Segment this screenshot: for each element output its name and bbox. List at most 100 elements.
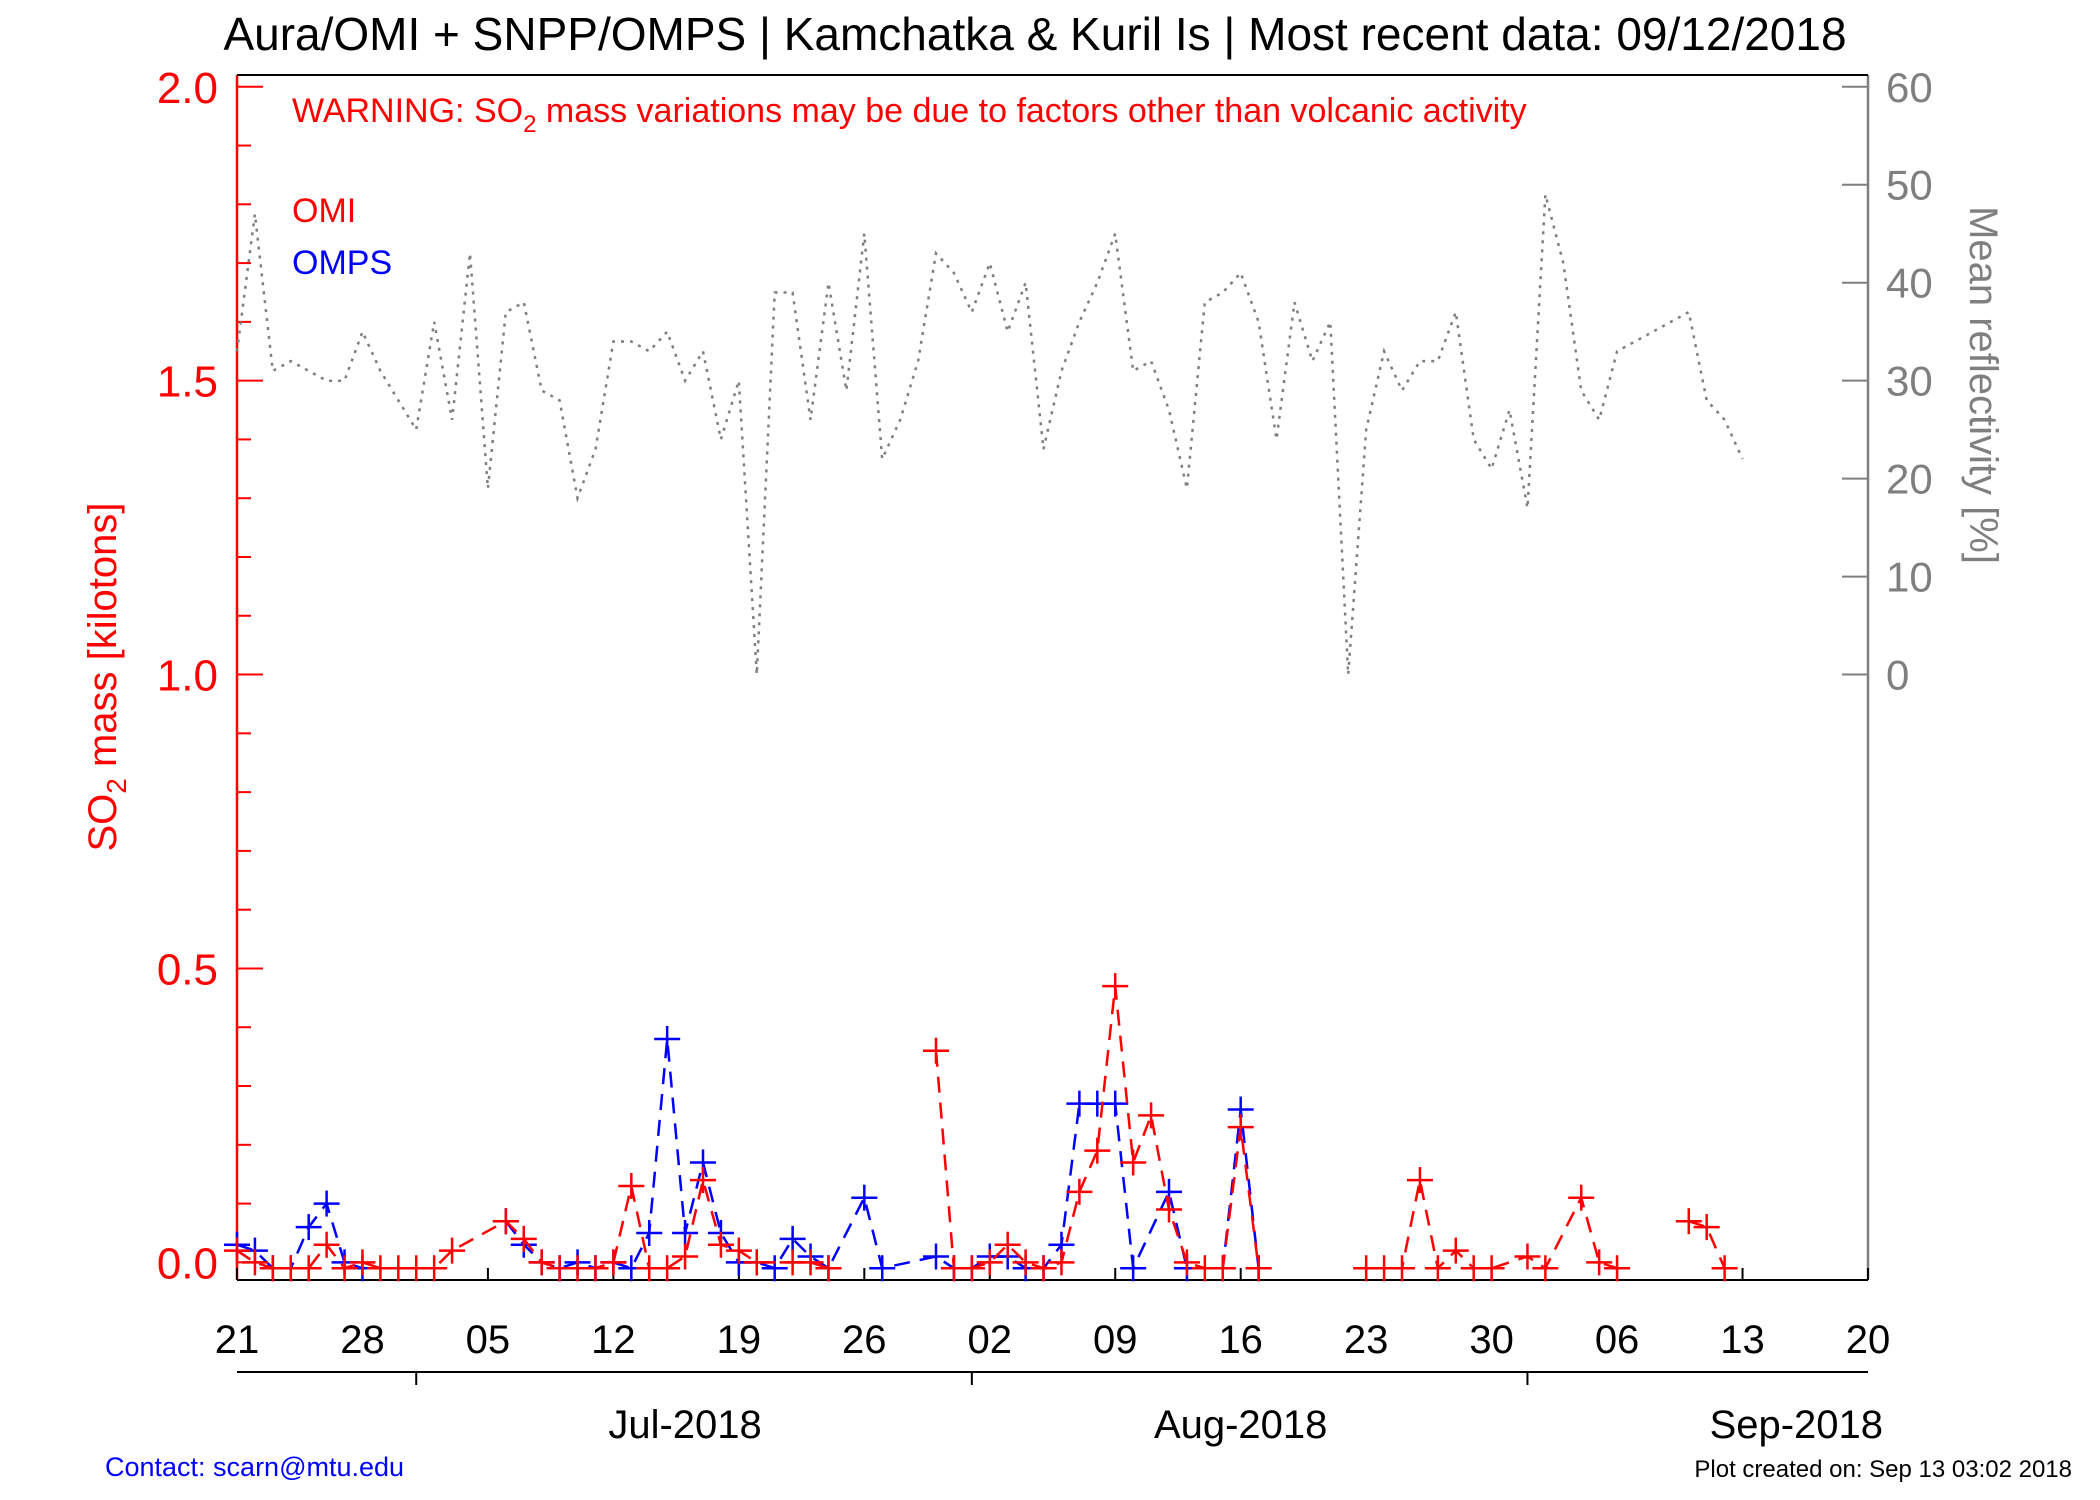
omi-point — [492, 1208, 519, 1235]
omi-point — [1604, 1255, 1631, 1282]
omps-point — [869, 1255, 896, 1282]
omi-point — [600, 1249, 627, 1276]
omps-point — [313, 1190, 340, 1217]
omi-point — [295, 1255, 322, 1282]
x-tick-label: 26 — [842, 1318, 887, 1362]
x-tick-label: 06 — [1595, 1318, 1640, 1362]
omi-point — [743, 1249, 770, 1276]
omi-point — [976, 1249, 1003, 1276]
omi-line — [1688, 1220, 1726, 1269]
omi-point — [654, 1255, 681, 1282]
y-tick-label: 2.0 — [157, 64, 218, 113]
omps-line — [504, 1038, 1260, 1273]
omi-point — [1675, 1208, 1702, 1235]
y2-tick-label: 30 — [1886, 358, 1933, 405]
omi-point — [1120, 1149, 1147, 1176]
omi-point — [1389, 1255, 1415, 1282]
omi-point — [1711, 1255, 1738, 1282]
left-axis-ticks: 0.0 0.5 1.0 1.5 2.0 — [157, 64, 263, 1288]
month-label: Jul-2018 — [608, 1403, 761, 1447]
omi-point — [1406, 1167, 1433, 1194]
omps-point — [672, 1219, 699, 1246]
reflectivity-line — [235, 194, 1744, 675]
contact-link[interactable]: Contact: scarn@mtu.edu — [105, 1452, 405, 1482]
x-tick-label: 19 — [717, 1318, 762, 1362]
omi-point — [1442, 1237, 1469, 1264]
omi-point — [1048, 1249, 1075, 1276]
series-layer — [224, 194, 1744, 1282]
omi-point — [1424, 1255, 1451, 1282]
x-tick-label: 16 — [1218, 1318, 1263, 1362]
legend-omps: OMPS — [292, 244, 392, 282]
omi-point — [1102, 973, 1129, 1000]
legend-omi: OMI — [292, 192, 356, 230]
omps-point — [295, 1214, 322, 1241]
omi-point — [241, 1249, 268, 1276]
omps-point — [761, 1255, 788, 1282]
omi-point — [725, 1237, 752, 1264]
omi-point — [1245, 1255, 1272, 1282]
omi-point — [1227, 1114, 1254, 1141]
month-label: Sep-2018 — [1710, 1403, 1883, 1447]
omi-point — [815, 1255, 842, 1282]
omi-point — [1586, 1249, 1613, 1276]
y2-tick-label: 60 — [1886, 64, 1933, 111]
omi-point — [421, 1255, 448, 1282]
x-tick-label: 09 — [1093, 1318, 1138, 1362]
omi-point — [923, 1037, 949, 1064]
omi-point — [618, 1172, 645, 1199]
omi-point — [707, 1231, 734, 1258]
x-tick-label: 13 — [1720, 1318, 1765, 1362]
y-tick-label: 1.5 — [157, 358, 218, 407]
omi-point — [1012, 1249, 1039, 1276]
x-tick-label: 21 — [215, 1318, 260, 1362]
y-tick-label: 0.0 — [157, 1239, 218, 1288]
omps-point — [779, 1225, 806, 1252]
omi-point — [958, 1255, 985, 1282]
omi-point — [1066, 1178, 1093, 1205]
omps-point — [1120, 1255, 1147, 1282]
omi-point — [1138, 1102, 1165, 1129]
omps-point — [1102, 1090, 1129, 1117]
omps-point — [636, 1219, 663, 1246]
omi-point — [528, 1249, 555, 1276]
omi-point — [1514, 1243, 1541, 1270]
omi-point — [1173, 1249, 1200, 1276]
omi-point — [1478, 1255, 1505, 1282]
omi-point — [313, 1231, 340, 1258]
omi-point — [349, 1249, 376, 1276]
omps-line — [236, 1200, 363, 1270]
omi-point — [582, 1255, 609, 1282]
omi-point — [1209, 1255, 1236, 1282]
plot-frame — [235, 74, 1870, 1373]
omi-point — [439, 1237, 466, 1264]
y2-tick-label: 50 — [1886, 162, 1933, 209]
y2-tick-label: 40 — [1886, 260, 1933, 307]
left-axis-label: SO2 mass [kilotons] — [81, 502, 132, 851]
x-tick-label: 12 — [591, 1318, 636, 1362]
omi-point — [690, 1167, 716, 1194]
x-tick-label: 23 — [1344, 1318, 1389, 1362]
omi-point — [510, 1225, 537, 1252]
x-tick-label: 20 — [1846, 1318, 1891, 1362]
x-tick-label: 05 — [466, 1318, 511, 1362]
omi-point — [1084, 1137, 1111, 1164]
y-tick-label: 0.5 — [157, 945, 218, 994]
x-axis-ticks: 21 28 05 12 19 26 02 09 16 23 30 06 13 20 — [215, 1268, 1891, 1362]
omi-line — [1366, 1179, 1618, 1271]
omi-point — [1693, 1214, 1720, 1241]
y2-tick-label: 0 — [1886, 652, 1909, 699]
y2-tick-label: 10 — [1886, 554, 1933, 601]
right-axis-ticks: 0 10 20 30 40 50 60 — [1842, 64, 1933, 699]
right-axis-label: Mean reflectivity [%] — [1961, 206, 2005, 564]
month-label: Aug-2018 — [1154, 1403, 1327, 1447]
omi-point — [672, 1243, 699, 1270]
omi-point — [1156, 1196, 1182, 1223]
x-tick-label: 02 — [968, 1318, 1013, 1362]
omi-point — [1030, 1255, 1057, 1282]
omi-line — [934, 985, 1260, 1270]
omi-point — [1532, 1255, 1559, 1282]
omi-point — [224, 1237, 250, 1264]
warning-text: WARNING: SO2 mass variations may be due … — [292, 92, 1527, 138]
